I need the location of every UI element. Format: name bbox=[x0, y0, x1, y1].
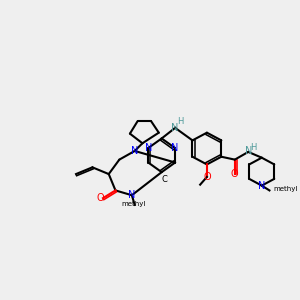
Text: N: N bbox=[128, 190, 136, 200]
Text: N: N bbox=[172, 143, 179, 153]
Text: N: N bbox=[172, 123, 179, 133]
Text: methyl: methyl bbox=[122, 201, 146, 207]
Text: H: H bbox=[250, 142, 256, 152]
Text: N: N bbox=[145, 143, 152, 153]
Text: N: N bbox=[131, 146, 138, 156]
Text: O: O bbox=[96, 193, 104, 203]
Text: O: O bbox=[231, 169, 238, 179]
Text: methyl: methyl bbox=[273, 187, 298, 193]
Text: C: C bbox=[162, 175, 167, 184]
Text: O: O bbox=[203, 172, 211, 182]
Text: N: N bbox=[244, 146, 252, 156]
Text: H: H bbox=[177, 117, 183, 126]
Text: N: N bbox=[258, 181, 266, 190]
